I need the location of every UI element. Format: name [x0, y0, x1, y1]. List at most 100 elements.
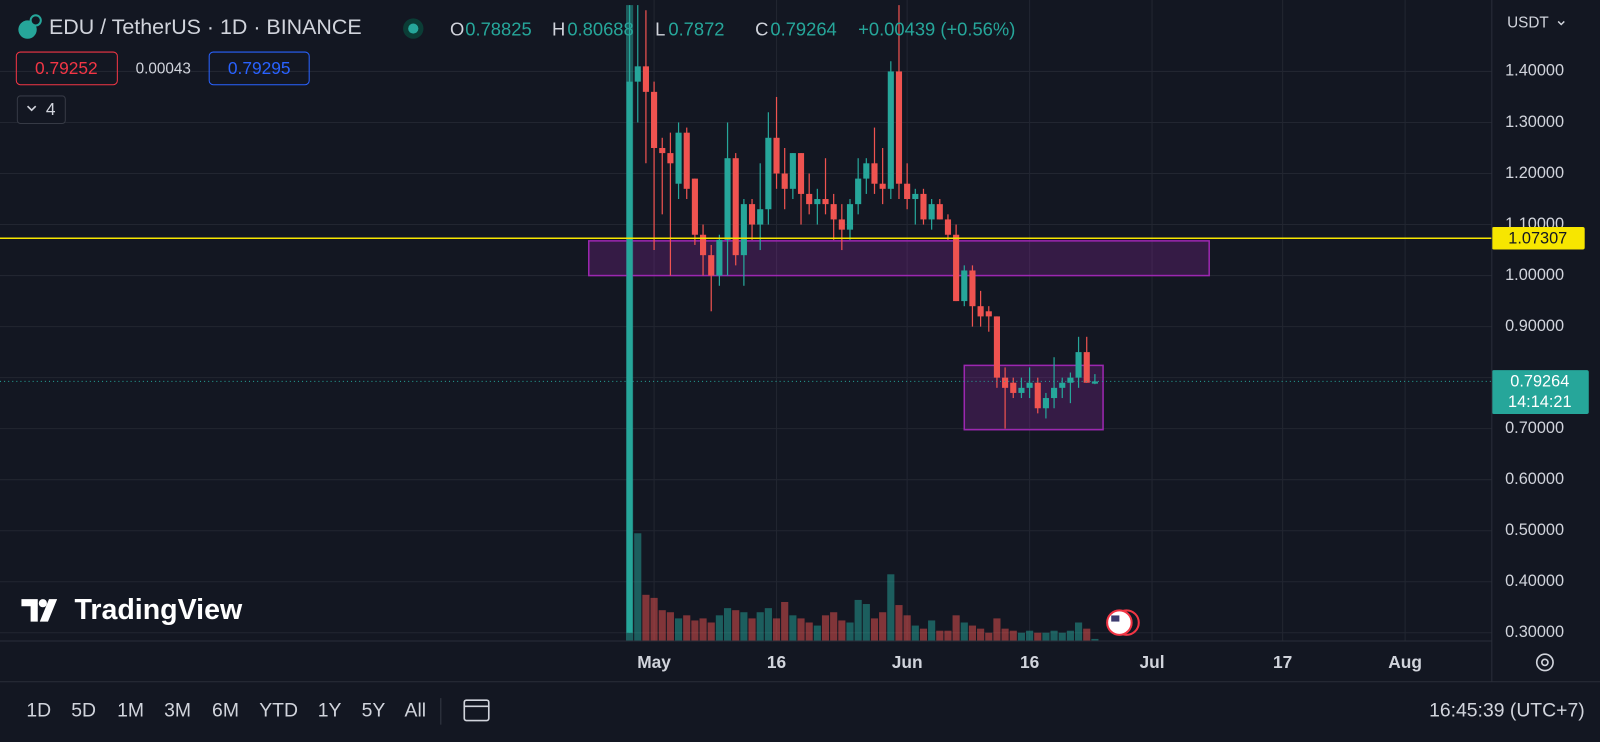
range-button[interactable]: 5D [71, 700, 96, 722]
candle-body [1042, 398, 1049, 409]
volume-bar [1058, 632, 1066, 641]
range-button[interactable]: 1D [26, 700, 51, 722]
goto-date-icon[interactable] [463, 699, 490, 722]
change: +0.00439 (+0.56%) [858, 18, 1015, 39]
range-button[interactable]: 6M [212, 700, 239, 722]
volume-bar [846, 622, 854, 641]
volume-bar [691, 620, 699, 641]
candle-body [659, 147, 666, 154]
candle-body [912, 193, 919, 200]
event-icon[interactable] [1106, 609, 1133, 636]
volume-bar [1017, 632, 1025, 641]
volume-bar [732, 610, 740, 641]
y-tick-label: 0.40000 [1505, 572, 1564, 590]
y-tick-label: 0.30000 [1505, 623, 1564, 641]
ohlc-label: L [655, 18, 665, 39]
volume-bar [977, 628, 985, 641]
volume-bar [666, 612, 674, 641]
spread: 0.00043 [136, 60, 191, 77]
volume-bar [1034, 632, 1042, 641]
currency[interactable]: USDT [1507, 15, 1549, 32]
volume-bar [683, 615, 691, 641]
logo-icon [38, 599, 47, 608]
candle-body [936, 204, 943, 220]
y-tick-label: 1.00000 [1505, 266, 1564, 284]
ohlc-value: 0.7872 [668, 18, 724, 39]
volume-bar [1042, 632, 1050, 641]
y-tick-label: 0.50000 [1505, 521, 1564, 539]
range-button[interactable]: 3M [164, 700, 191, 722]
ask[interactable]: 0.79295 [228, 58, 291, 78]
candle-body [634, 66, 641, 82]
y-tick-label: 0.90000 [1505, 317, 1564, 335]
range-button[interactable]: YTD [259, 700, 298, 722]
volume-bar [879, 612, 887, 641]
volume-bar [838, 620, 846, 641]
volume-bar [960, 622, 968, 641]
y-tick-label: 1.40000 [1505, 62, 1564, 80]
range-button[interactable]: 1Y [318, 700, 342, 722]
candle-body [773, 137, 780, 174]
volume-bar [797, 618, 805, 641]
hline-label-bg [1491, 227, 1585, 250]
volume-bar [634, 533, 642, 641]
buy-button[interactable] [208, 51, 310, 86]
volume-bar [854, 599, 862, 641]
candle-body [667, 153, 674, 164]
volume-bar [764, 608, 772, 641]
volume-bar [928, 620, 936, 641]
status-dot [408, 23, 419, 34]
event-icon [1111, 615, 1120, 622]
price-label-bg [1491, 370, 1589, 415]
sell-button[interactable] [15, 51, 118, 86]
volume-bar [813, 625, 821, 641]
volume-bar [707, 622, 715, 641]
logo-icon [21, 599, 58, 622]
settings-icon[interactable] [1535, 653, 1554, 672]
candle-body [1026, 382, 1033, 388]
volume-bar [895, 605, 903, 641]
range-button[interactable]: 5Y [362, 700, 386, 722]
candle-body [691, 178, 698, 235]
ohlc-value: 0.78825 [465, 18, 531, 39]
candle-body [863, 163, 870, 179]
volume-bar [715, 615, 723, 641]
candle-body [830, 204, 837, 220]
indicators-count[interactable]: 4 [46, 99, 56, 119]
volume-bar [887, 574, 895, 641]
candle-body [1034, 382, 1041, 409]
y-tick-label: 0.60000 [1505, 470, 1564, 488]
hline-label: 1.07307 [1508, 230, 1567, 248]
bid[interactable]: 0.79252 [35, 58, 98, 78]
chevron [26, 105, 37, 112]
volume-bar [805, 622, 813, 641]
countdown: 14:14:21 [1508, 393, 1571, 411]
candle-body [626, 81, 633, 633]
range-button[interactable]: All [405, 700, 427, 722]
volume-bar [985, 632, 993, 641]
zone [588, 240, 1210, 277]
candle-body [985, 311, 992, 317]
candle-body [846, 204, 854, 230]
symbol-title[interactable]: EDU / TetherUS · 1D · BINANCE [49, 15, 362, 39]
candle-body [953, 234, 960, 302]
volume-bar [1026, 630, 1034, 641]
ohlc-value: 0.79264 [770, 18, 836, 39]
zone [963, 364, 1104, 431]
indicators-toggle[interactable] [16, 95, 66, 125]
candle-body [1091, 381, 1098, 384]
volume-bar [699, 618, 707, 641]
volume-bar [993, 618, 1001, 641]
price-label: 0.79264 [1510, 373, 1569, 391]
volume-bar [870, 618, 879, 641]
candle-body [797, 153, 805, 194]
candle-body [895, 71, 903, 184]
candle-body [920, 193, 927, 220]
settings-icon [1541, 658, 1549, 667]
candle-body [642, 66, 649, 92]
candle-body [1018, 387, 1025, 393]
range-button[interactable]: 1M [117, 700, 144, 722]
candle-body [879, 183, 886, 189]
x-tick-label: Jul [1140, 652, 1165, 672]
